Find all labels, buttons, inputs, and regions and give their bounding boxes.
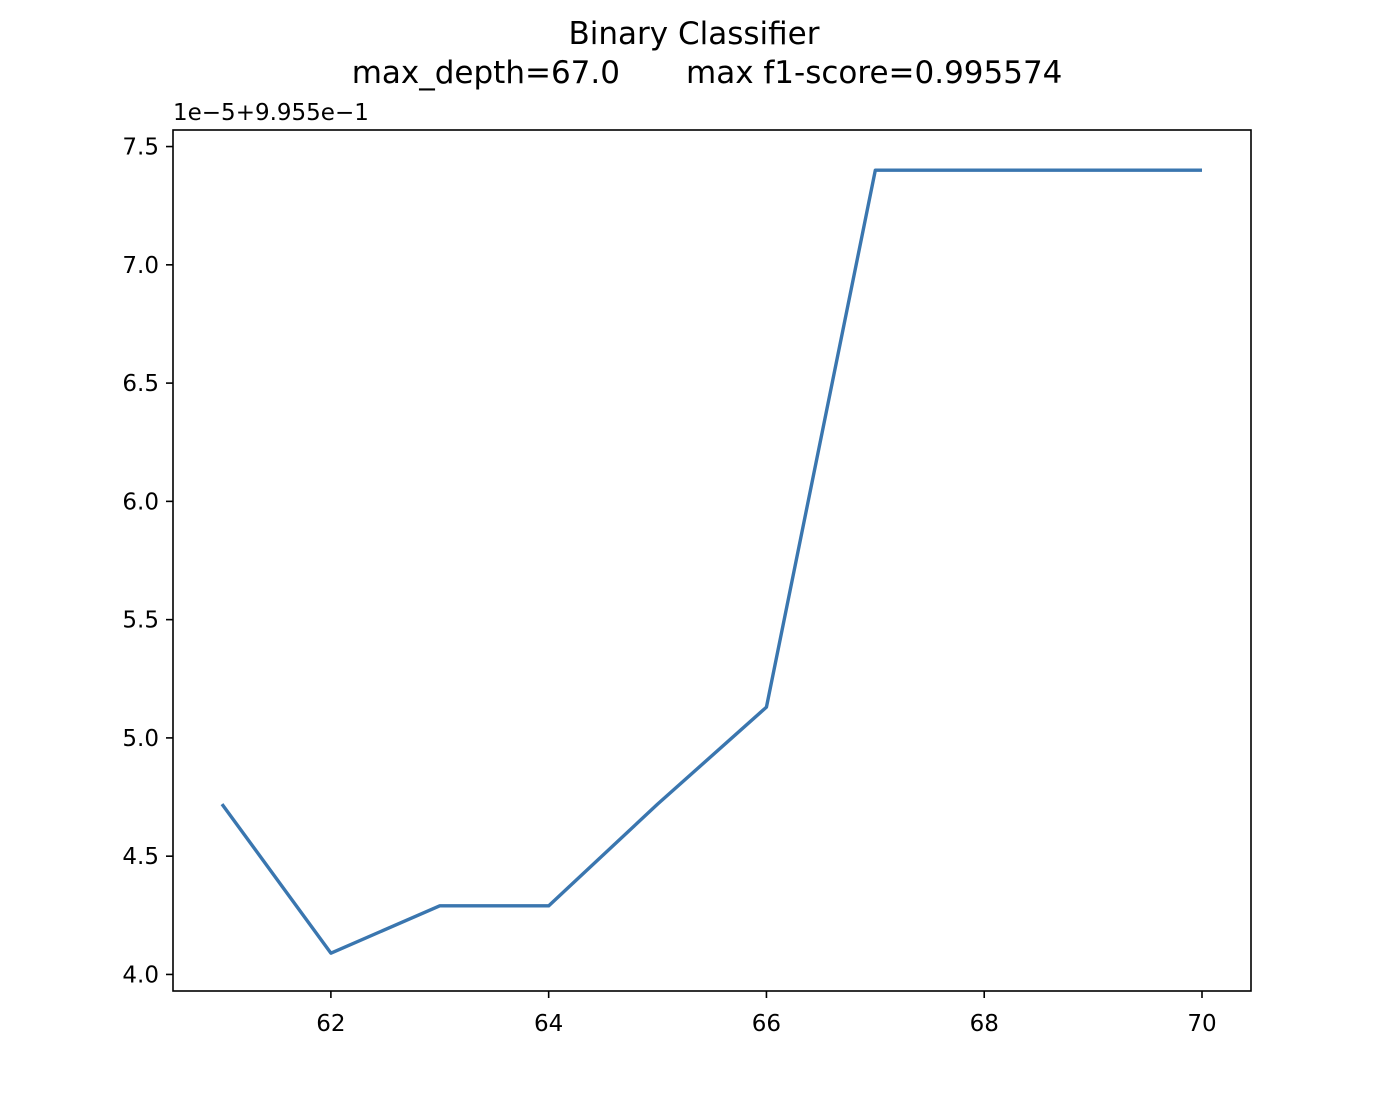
x-tick-label-68: 68 bbox=[970, 1011, 999, 1037]
chart-subtitle-max-depth: max_depth=67.0 bbox=[352, 55, 620, 91]
x-tick-label-70: 70 bbox=[1187, 1011, 1216, 1037]
x-tick-label-64: 64 bbox=[534, 1011, 563, 1037]
y-tick-label-4.5: 4.5 bbox=[122, 844, 159, 870]
y-tick-label-4.0: 4.0 bbox=[122, 962, 159, 988]
x-tick-label-62: 62 bbox=[316, 1011, 345, 1037]
plot-frame bbox=[173, 130, 1251, 991]
y-tick-label-6.5: 6.5 bbox=[122, 371, 159, 397]
x-tick-label-66: 66 bbox=[752, 1011, 781, 1037]
series-line-0 bbox=[222, 170, 1202, 953]
y-tick-label-5.0: 5.0 bbox=[122, 726, 159, 752]
chart-subtitle-max-f1-score: max f1-score=0.995574 bbox=[686, 55, 1062, 91]
y-tick-label-7.0: 7.0 bbox=[122, 253, 159, 279]
axes: 62 64 66 68 70 4.0 4.5 5.0 5.5 6.0 6.5 7.0 7.5 bbox=[122, 135, 1216, 1037]
y-tick-label-5.5: 5.5 bbox=[122, 608, 159, 634]
chart-title: Binary Classifier bbox=[569, 16, 820, 52]
series-layer bbox=[222, 170, 1202, 953]
y-tick-label-6.0: 6.0 bbox=[122, 489, 159, 515]
y-tick-label-7.5: 7.5 bbox=[122, 135, 159, 161]
y-axis-offset-label: 1e−5+9.955e−1 bbox=[173, 100, 369, 126]
